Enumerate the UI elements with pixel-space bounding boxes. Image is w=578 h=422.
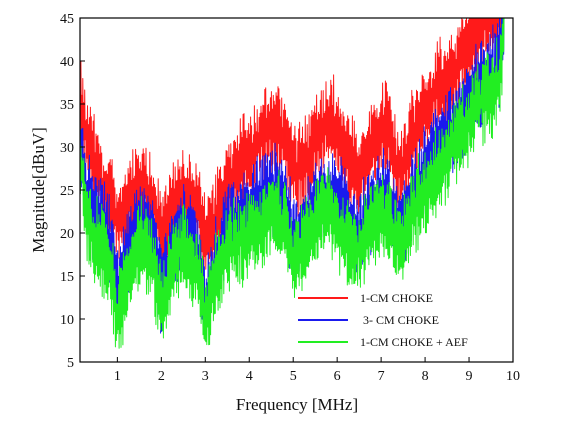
y-tick-label: 40 bbox=[60, 55, 74, 70]
y-axis-label: Magnitude[dBuV] bbox=[29, 127, 48, 253]
x-tick-label: 3 bbox=[202, 369, 209, 384]
y-axis: 5 10 15 20 25 30 35 40 45 bbox=[60, 12, 85, 371]
y-tick-label: 10 bbox=[60, 313, 74, 328]
x-tick-label: 8 bbox=[422, 369, 429, 384]
y-tick-label: 5 bbox=[67, 356, 74, 371]
y-tick-label: 30 bbox=[60, 141, 74, 156]
series-layer bbox=[80, 18, 505, 349]
legend-label: 3- CM CHOKE bbox=[360, 313, 439, 327]
legend: 1-CM CHOKE 3- CM CHOKE 1-CM CHOKE + AEF bbox=[298, 291, 468, 349]
x-tick-label: 2 bbox=[158, 369, 165, 384]
x-axis-label: Frequency [MHz] bbox=[236, 395, 358, 414]
x-axis: 1 2 3 4 5 6 7 8 9 10 bbox=[114, 357, 520, 384]
x-tick-label: 10 bbox=[506, 369, 520, 384]
x-tick-label: 7 bbox=[378, 369, 385, 384]
x-tick-label: 9 bbox=[466, 369, 473, 384]
legend-label: 1-CM CHOKE bbox=[360, 291, 433, 305]
y-tick-label: 25 bbox=[60, 184, 74, 199]
x-tick-label: 4 bbox=[246, 369, 253, 384]
series-line-2 bbox=[80, 18, 505, 349]
x-tick-label: 6 bbox=[334, 369, 341, 384]
series-line-0 bbox=[80, 18, 505, 276]
x-tick-label: 5 bbox=[290, 369, 297, 384]
y-tick-label: 35 bbox=[60, 98, 74, 113]
y-tick-label: 45 bbox=[60, 12, 74, 27]
legend-label: 1-CM CHOKE + AEF bbox=[360, 335, 468, 349]
x-tick-label: 1 bbox=[114, 369, 121, 384]
series-line-1 bbox=[80, 18, 505, 342]
y-tick-label: 15 bbox=[60, 270, 74, 285]
y-tick-label: 20 bbox=[60, 227, 74, 242]
